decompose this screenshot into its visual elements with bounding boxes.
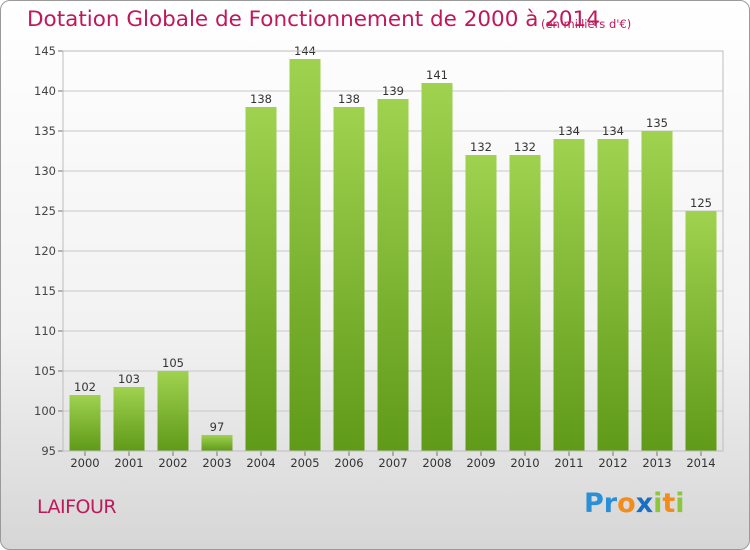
y-tick-label: 115	[34, 284, 56, 298]
data-label: 141	[426, 68, 448, 82]
bar-2014	[685, 211, 717, 451]
y-tick-label: 100	[34, 404, 56, 418]
y-tick-label: 125	[34, 204, 56, 218]
data-label: 132	[470, 140, 492, 154]
x-tick-label: 2000	[70, 456, 99, 470]
bar-2004	[245, 107, 277, 451]
data-label: 135	[646, 116, 668, 130]
proxiti-logo[interactable]: Proxiti	[584, 488, 685, 519]
x-axis-ticks: 2000 2001 2002 2003 2004 2005 2006 2007 2008 2009…	[70, 451, 716, 470]
logo-letter: i	[675, 488, 685, 519]
bar-2005	[289, 59, 321, 451]
x-tick-label: 2006	[334, 456, 363, 470]
logo-letter: x	[635, 488, 654, 519]
data-label: 138	[338, 92, 360, 106]
logo-letter: o	[617, 488, 636, 519]
bar-2007	[377, 99, 409, 451]
bar-2008	[421, 83, 453, 451]
unit-note: (en milliers d'€)	[541, 17, 632, 31]
bar-2002	[157, 371, 189, 451]
x-tick-label: 2011	[554, 456, 583, 470]
bars	[69, 59, 717, 451]
bar-2012	[597, 139, 629, 451]
x-tick-label: 2009	[466, 456, 495, 470]
y-tick-label: 110	[34, 324, 56, 338]
logo-letter: t	[662, 488, 676, 519]
bar-2011	[553, 139, 585, 451]
data-label: 102	[74, 380, 96, 394]
x-tick-label: 2005	[290, 456, 319, 470]
bar-2013	[641, 131, 673, 451]
x-tick-label: 2002	[158, 456, 187, 470]
bar-2003	[201, 435, 233, 451]
y-tick-label: 105	[34, 364, 56, 378]
x-tick-label: 2004	[246, 456, 275, 470]
chart-title: Dotation Globale de Fonctionnement de 20…	[27, 7, 600, 32]
x-tick-label: 2007	[378, 456, 407, 470]
x-tick-label: 2013	[642, 456, 671, 470]
y-tick-label: 120	[34, 244, 56, 258]
x-tick-label: 2014	[686, 456, 715, 470]
y-tick-label: 95	[41, 444, 56, 458]
x-tick-label: 2008	[422, 456, 451, 470]
bar-2001	[113, 387, 145, 451]
x-tick-label: 2010	[510, 456, 539, 470]
commune-name: LAIFOUR	[37, 496, 117, 518]
x-tick-label: 2001	[114, 456, 143, 470]
logo-letter: i	[653, 488, 663, 519]
data-label: 105	[162, 356, 184, 370]
data-label: 134	[602, 124, 624, 138]
logo-letter: P	[584, 488, 604, 519]
y-tick-label: 135	[34, 124, 56, 138]
data-label: 103	[118, 372, 140, 386]
bar-2009	[465, 155, 497, 451]
y-tick-label: 130	[34, 164, 56, 178]
logo-letter: r	[603, 488, 618, 519]
y-tick-label: 140	[34, 84, 56, 98]
x-tick-label: 2003	[202, 456, 231, 470]
data-label: 134	[558, 124, 580, 138]
bar-2010	[509, 155, 541, 451]
data-label: 97	[210, 420, 225, 434]
data-label: 132	[514, 140, 536, 154]
y-axis-ticks: 95 100 105 110 115 120 125 130 135 140 145	[34, 44, 63, 458]
data-label: 125	[690, 196, 712, 210]
bar-2006	[333, 107, 365, 451]
plot-area-border	[62, 50, 724, 452]
y-tick-label: 145	[34, 44, 56, 58]
data-label: 138	[250, 92, 272, 106]
x-tick-label: 2012	[598, 456, 627, 470]
bar-2000	[69, 395, 101, 451]
data-label: 139	[382, 84, 404, 98]
